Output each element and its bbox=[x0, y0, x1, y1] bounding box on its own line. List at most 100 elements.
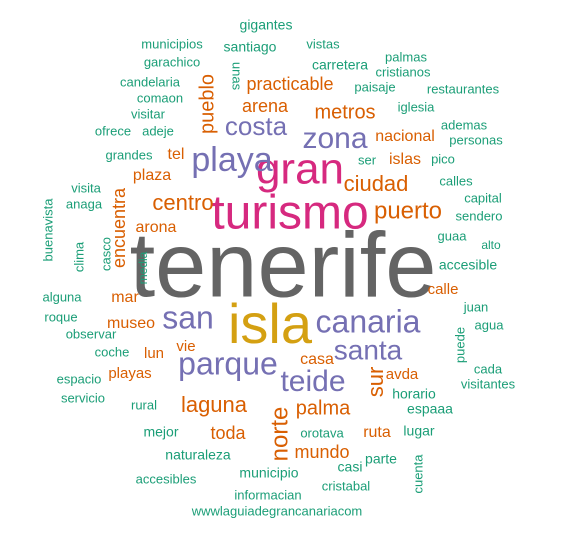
word-pico: pico bbox=[431, 151, 455, 166]
word-ruta: ruta bbox=[363, 424, 391, 441]
word-ademas: ademas bbox=[441, 117, 488, 132]
word-buenavista: buenavista bbox=[40, 198, 55, 262]
word-nacional: nacional bbox=[375, 128, 435, 145]
word-gran: gran bbox=[256, 145, 344, 194]
word-guaa: guaa bbox=[438, 228, 468, 243]
word-arona: arona bbox=[136, 219, 177, 236]
word-laguna: laguna bbox=[181, 392, 248, 417]
word-servicio: servicio bbox=[61, 390, 105, 405]
word-vistas: vistas bbox=[306, 36, 340, 51]
word-anaga: anaga bbox=[66, 196, 103, 211]
word-museo: museo bbox=[107, 315, 155, 332]
word-gigantes: gigantes bbox=[240, 17, 293, 33]
word-cada: cada bbox=[474, 361, 503, 376]
word-juan: juan bbox=[463, 299, 489, 314]
word-santa: santa bbox=[334, 334, 403, 365]
word-mundo: mundo bbox=[294, 442, 349, 462]
word-vie: vie bbox=[176, 338, 195, 355]
word-casco: casco bbox=[98, 237, 113, 271]
word-islas: islas bbox=[389, 151, 421, 168]
word-palmas: palmas bbox=[385, 49, 427, 64]
word-ciudad: ciudad bbox=[344, 171, 409, 196]
word-restaurantes: restaurantes bbox=[427, 81, 500, 96]
word-visita: visita bbox=[71, 180, 101, 195]
word-parte: parte bbox=[365, 451, 397, 467]
word-sendero: sendero bbox=[456, 208, 503, 223]
word-practicable: practicable bbox=[246, 74, 333, 94]
word-cristabal: cristabal bbox=[322, 478, 371, 493]
word-casa: casa bbox=[300, 351, 334, 368]
word-informacian: informacian bbox=[234, 487, 301, 502]
word-ofrece: ofrece bbox=[95, 123, 131, 138]
word-tel: tel bbox=[168, 146, 185, 163]
word-visitantes: visitantes bbox=[461, 376, 516, 391]
word-accesible: accesible bbox=[439, 257, 498, 273]
word-roque: roque bbox=[44, 309, 77, 324]
word-norte: norte bbox=[266, 407, 293, 462]
word-visitar: visitar bbox=[131, 106, 166, 121]
word-calle: calle bbox=[428, 281, 459, 298]
word-grandes: grandes bbox=[106, 147, 153, 162]
word-mar: mar bbox=[111, 289, 139, 306]
word-pueblo: pueblo bbox=[196, 74, 218, 134]
word-encuentra: encuentra bbox=[109, 187, 129, 268]
word-municipios: municipios bbox=[141, 36, 203, 51]
word-toda: toda bbox=[210, 423, 246, 443]
word-rural: rural bbox=[131, 397, 157, 412]
word-coche: coche bbox=[95, 344, 130, 359]
word-comaon: comaon bbox=[137, 90, 183, 105]
word-puede: puede bbox=[452, 327, 467, 363]
word-iglesia: iglesia bbox=[398, 99, 436, 114]
word-ser: ser bbox=[358, 152, 377, 167]
word-tenerife: tenerife bbox=[130, 214, 437, 316]
word-naturaleza: naturaleza bbox=[165, 447, 231, 463]
word-observar: observar bbox=[66, 326, 117, 341]
word-centro: centro bbox=[152, 190, 213, 215]
word-playa: playa bbox=[191, 141, 272, 179]
word-agua: agua bbox=[475, 317, 505, 332]
word-isla: isla bbox=[228, 292, 313, 355]
word-plaza: plaza bbox=[133, 167, 171, 184]
word-paisaje: paisaje bbox=[354, 79, 395, 94]
word-zona: zona bbox=[302, 122, 367, 155]
word-turismo: turismo bbox=[211, 187, 368, 240]
word-costa: costa bbox=[225, 111, 288, 141]
word-puerto: puerto bbox=[374, 197, 442, 224]
word-metros: metros bbox=[314, 101, 375, 123]
word-personas: personas bbox=[449, 132, 503, 147]
word-accesibles: accesibles bbox=[136, 471, 197, 486]
word-orotava: orotava bbox=[300, 425, 344, 440]
word-adeje: adeje bbox=[142, 123, 174, 138]
word-canaria: canaria bbox=[316, 303, 421, 339]
word-santiago: santiago bbox=[224, 39, 277, 55]
word-cuenta: cuenta bbox=[410, 454, 425, 494]
word-alto: alto bbox=[481, 238, 501, 252]
word-sur: sur bbox=[363, 367, 388, 398]
word-horario: horario bbox=[392, 386, 436, 402]
word-casi: casi bbox=[338, 459, 363, 475]
word-calles: calles bbox=[439, 173, 473, 188]
word-playas: playas bbox=[108, 365, 151, 382]
word-alguna: alguna bbox=[42, 289, 82, 304]
word-parque: parque bbox=[178, 345, 278, 381]
word-lun: lun bbox=[144, 345, 164, 362]
word-palma: palma bbox=[296, 397, 351, 419]
word-cristianos: cristianos bbox=[376, 64, 431, 79]
word-avda: avda bbox=[386, 366, 419, 383]
word-mejor: mejor bbox=[143, 424, 178, 440]
word-unas: unas bbox=[230, 62, 245, 91]
word-san: san bbox=[162, 299, 214, 335]
word-candelaria: candelaria bbox=[120, 74, 181, 89]
word-garachico: garachico bbox=[144, 54, 200, 69]
word-espaaa: espaaa bbox=[407, 401, 453, 417]
word-municipio: municipio bbox=[239, 465, 298, 481]
word-lugar: lugar bbox=[403, 423, 434, 439]
word-capital: capital bbox=[464, 190, 502, 205]
word-teide: teide bbox=[280, 365, 345, 398]
word-media: media bbox=[136, 251, 150, 284]
word-arena: arena bbox=[242, 96, 289, 116]
word-wwwlaguiadegrancanariacom: wwwlaguiadegrancanariacom bbox=[191, 503, 363, 518]
word-espacio: espacio bbox=[57, 371, 102, 386]
